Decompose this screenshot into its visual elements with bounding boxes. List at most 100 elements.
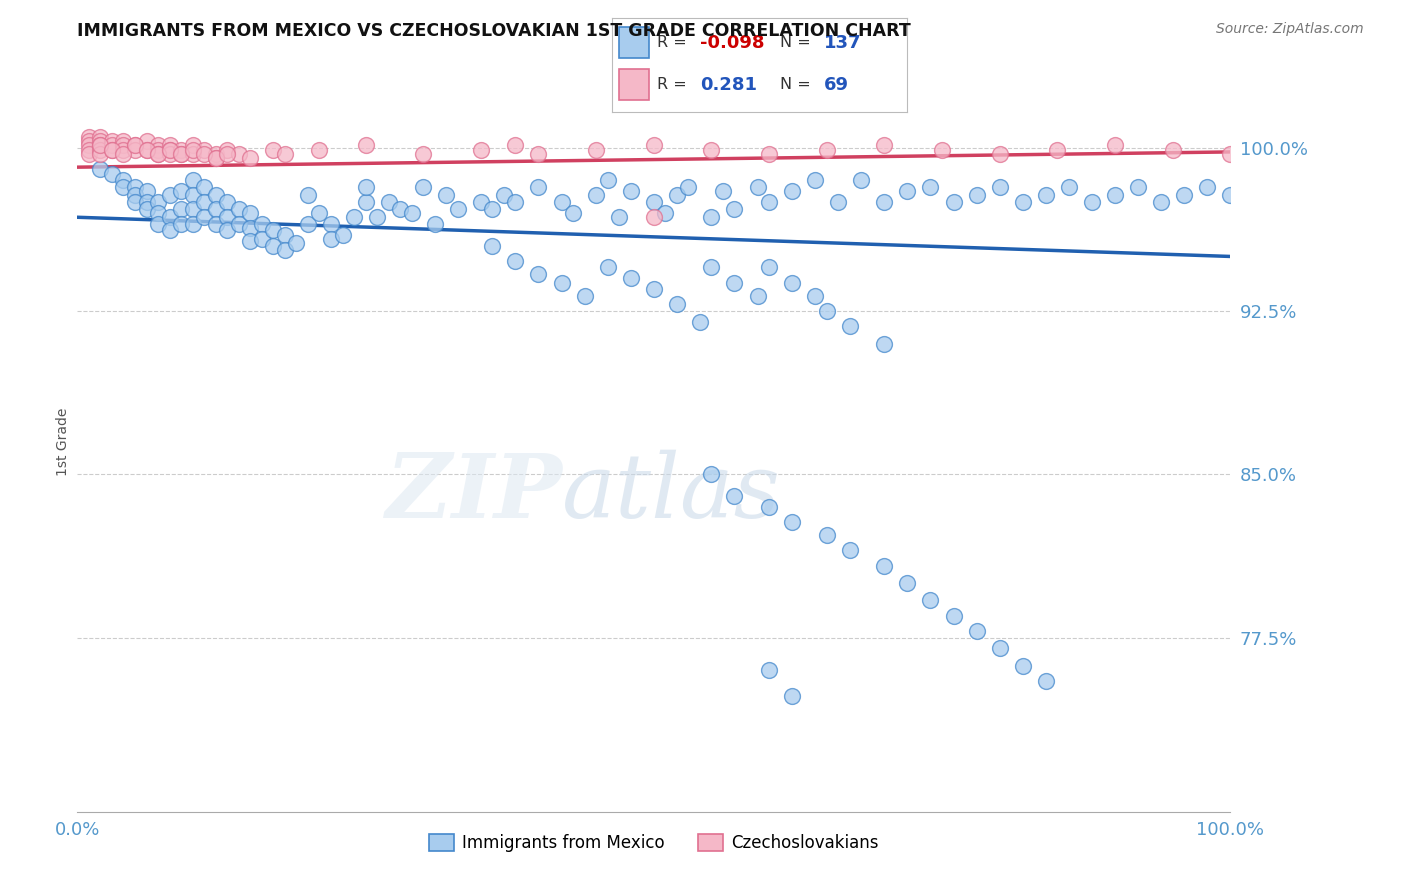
Text: 69: 69 bbox=[824, 76, 849, 94]
Point bbox=[447, 202, 470, 216]
Point bbox=[181, 147, 204, 161]
Point bbox=[181, 202, 204, 216]
Text: atlas: atlas bbox=[561, 450, 780, 537]
Point bbox=[412, 147, 434, 161]
Point bbox=[873, 336, 896, 351]
Point bbox=[204, 147, 226, 161]
Point bbox=[146, 217, 169, 231]
Point bbox=[228, 217, 250, 231]
Point bbox=[1011, 658, 1033, 673]
Point bbox=[643, 282, 665, 296]
Point bbox=[678, 179, 700, 194]
Point bbox=[89, 147, 111, 161]
Point bbox=[262, 143, 284, 157]
Point bbox=[780, 184, 803, 198]
Point bbox=[550, 276, 572, 290]
Point bbox=[217, 147, 239, 161]
Point bbox=[723, 276, 745, 290]
Point bbox=[700, 143, 723, 157]
Point bbox=[112, 143, 135, 157]
Point bbox=[239, 221, 262, 235]
Point bbox=[262, 223, 284, 237]
Text: -0.098: -0.098 bbox=[700, 34, 765, 52]
Point bbox=[135, 184, 157, 198]
Point bbox=[942, 194, 965, 209]
Point bbox=[89, 134, 111, 148]
Point bbox=[193, 194, 215, 209]
Point bbox=[159, 143, 181, 157]
Text: Source: ZipAtlas.com: Source: ZipAtlas.com bbox=[1216, 22, 1364, 37]
Point bbox=[931, 143, 953, 157]
Point bbox=[920, 179, 942, 194]
Point bbox=[470, 194, 492, 209]
Point bbox=[758, 663, 780, 677]
Point bbox=[562, 206, 585, 220]
Point bbox=[170, 147, 193, 161]
Point bbox=[89, 143, 111, 157]
Point bbox=[505, 194, 527, 209]
Point bbox=[124, 143, 146, 157]
Point bbox=[780, 515, 803, 529]
Point bbox=[217, 194, 239, 209]
Text: R =: R = bbox=[658, 35, 692, 50]
Point bbox=[89, 129, 111, 144]
Point bbox=[193, 179, 215, 194]
Point bbox=[596, 260, 619, 275]
Point bbox=[204, 152, 226, 166]
Point bbox=[780, 690, 803, 704]
Point bbox=[620, 184, 643, 198]
Point bbox=[665, 188, 688, 202]
Point bbox=[873, 138, 896, 153]
Point bbox=[77, 143, 100, 157]
Point bbox=[401, 206, 423, 220]
Point bbox=[159, 188, 181, 202]
Point bbox=[159, 211, 181, 225]
Point bbox=[181, 217, 204, 231]
Point bbox=[1126, 179, 1149, 194]
Point bbox=[159, 138, 181, 153]
Point bbox=[112, 138, 135, 153]
Point bbox=[250, 232, 273, 246]
Point bbox=[966, 188, 988, 202]
Point bbox=[170, 184, 193, 198]
Point bbox=[170, 147, 193, 161]
Point bbox=[135, 143, 157, 157]
Point bbox=[239, 234, 262, 248]
Point bbox=[827, 194, 849, 209]
Point bbox=[101, 134, 124, 148]
Point bbox=[181, 143, 204, 157]
Point bbox=[920, 593, 942, 607]
Point bbox=[585, 143, 607, 157]
Point bbox=[193, 211, 215, 225]
Point bbox=[146, 206, 169, 220]
Point bbox=[146, 138, 169, 153]
Point bbox=[135, 143, 157, 157]
Point bbox=[815, 304, 838, 318]
Point bbox=[170, 143, 193, 157]
Point bbox=[135, 194, 157, 209]
Point bbox=[89, 162, 111, 177]
Point bbox=[505, 253, 527, 268]
Point bbox=[643, 211, 665, 225]
Point bbox=[966, 624, 988, 638]
Point bbox=[250, 217, 273, 231]
Point bbox=[838, 543, 860, 558]
Point bbox=[873, 558, 896, 573]
Point bbox=[112, 147, 135, 161]
Point bbox=[747, 179, 769, 194]
Point bbox=[758, 194, 780, 209]
Point bbox=[758, 260, 780, 275]
Point bbox=[942, 608, 965, 623]
Point bbox=[181, 173, 204, 187]
Point bbox=[988, 641, 1011, 656]
Point bbox=[274, 243, 297, 257]
Point bbox=[124, 179, 146, 194]
Point bbox=[193, 147, 215, 161]
Point bbox=[159, 223, 181, 237]
Point bbox=[1081, 194, 1104, 209]
Point bbox=[204, 217, 226, 231]
Point bbox=[332, 227, 354, 242]
Point bbox=[492, 188, 515, 202]
Point bbox=[193, 143, 215, 157]
Point bbox=[780, 276, 803, 290]
